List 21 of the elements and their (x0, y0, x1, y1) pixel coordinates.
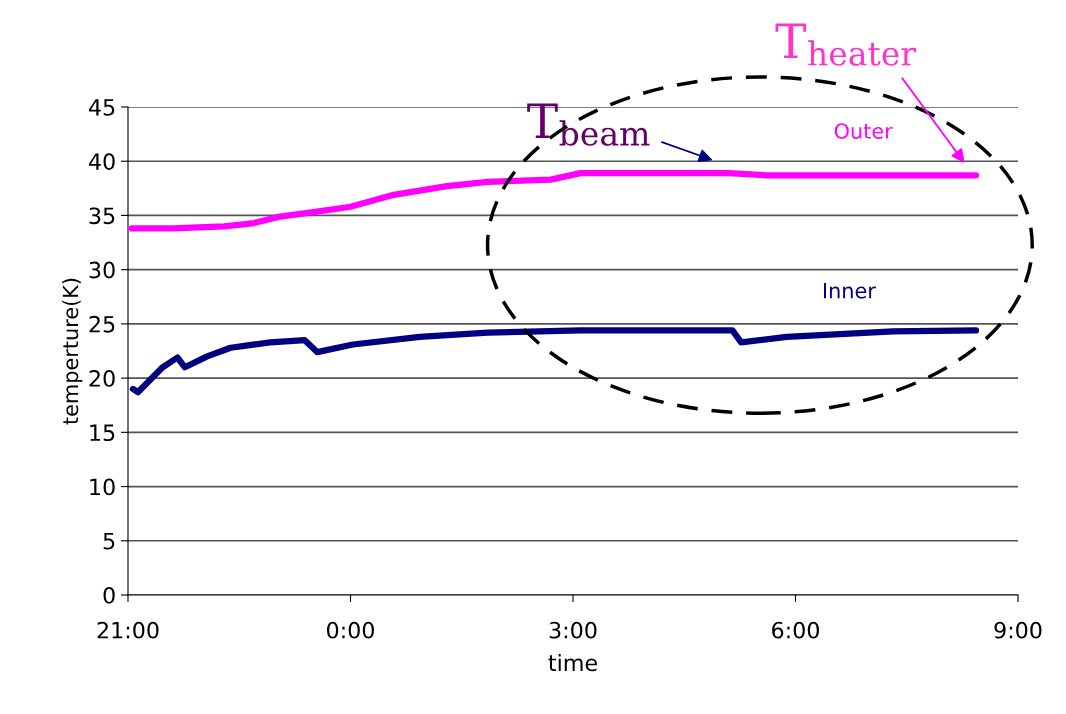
series-label: Outer (834, 123, 893, 139)
y-tick-label: 0 (103, 586, 115, 604)
annotation: T$_{beam}$ (527, 103, 650, 146)
x-axis-title: time (548, 654, 597, 672)
y-axis-title: temperture(K) (62, 278, 83, 425)
y-tick-label: 20 (89, 370, 115, 387)
x-tick-label: 3:00 (549, 621, 597, 639)
x-tick-label: 21:00 (97, 621, 159, 639)
x-tick-label: 6:00 (772, 621, 819, 639)
y-tick-label: 30 (89, 261, 115, 279)
x-tick-label: 0:00 (327, 621, 374, 639)
text: T$_{heater}$ (775, 23, 917, 66)
y-tick-label: 10 (90, 478, 115, 496)
x-tick-label: 9:00 (994, 621, 1042, 639)
y-tick-label: 35 (89, 207, 115, 225)
y-tick-label: 25 (89, 315, 115, 333)
y-tick-label: 40 (89, 153, 115, 170)
y-tick-label: 15 (90, 424, 115, 442)
series-label: Inner (823, 283, 876, 299)
y-tick-label: 45 (89, 99, 115, 116)
y-tick-label: 5 (103, 533, 115, 550)
